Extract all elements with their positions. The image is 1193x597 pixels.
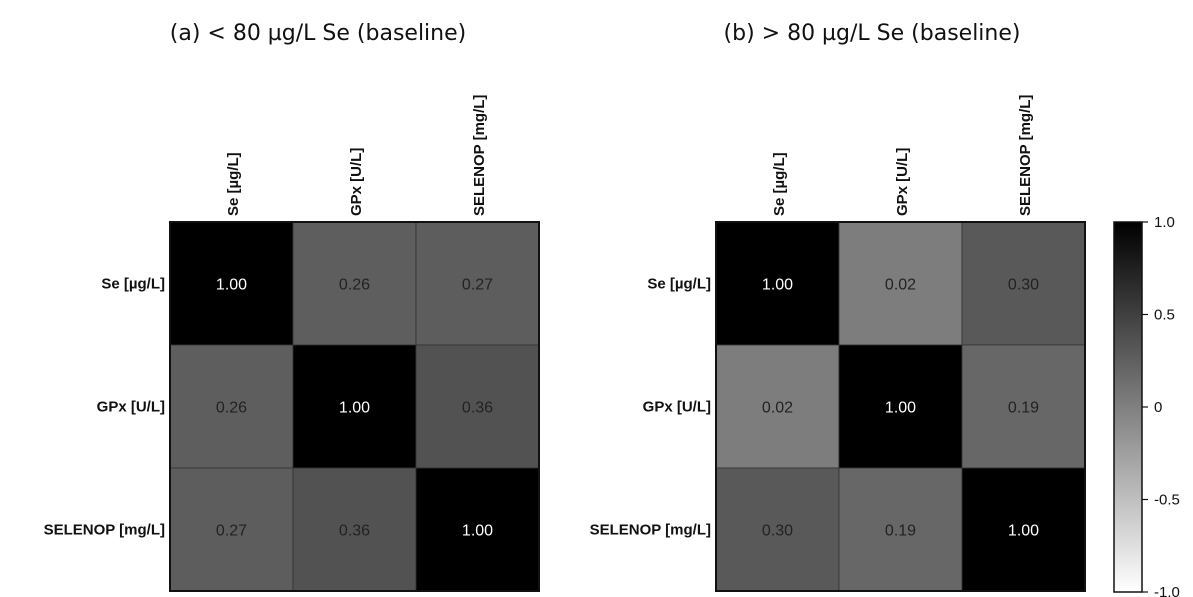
panel-b-title: (b) > 80 µg/L Se (baseline) — [724, 21, 1021, 46]
cell-value-label: 0.27 — [462, 277, 493, 294]
cell-value-label: 1.00 — [339, 400, 370, 417]
cell-value-label: 0.27 — [216, 523, 247, 540]
heatmap-cell — [415, 344, 540, 469]
cell-value-label: 0.19 — [885, 523, 916, 540]
colorbar: 1.0 0.5 0 -0.5 -1.0 — [1113, 214, 1180, 597]
heatmap-cell — [961, 221, 1086, 346]
heatmap-cell — [292, 344, 417, 469]
heatmap-cell — [838, 467, 963, 592]
heatmap-cell — [292, 467, 417, 592]
colorbar-tick-label: -1.0 — [1154, 584, 1180, 597]
heatmap-frame — [715, 221, 1086, 592]
column-label: GPx [U/L] — [894, 148, 911, 216]
row-label: SELENOP [mg/L] — [590, 522, 711, 539]
cell-value-label: 1.00 — [762, 277, 793, 294]
cell-value-label: 0.02 — [885, 277, 916, 294]
cell-value-label: 0.36 — [462, 400, 493, 417]
cell-value-label: 0.26 — [339, 277, 370, 294]
column-label: GPx [U/L] — [348, 148, 365, 216]
panel-b-heatmap: 1.00 0.02 0.30 0.02 1.00 0.19 0.30 0.19 1.00 Se [… — [590, 95, 1086, 592]
heatmap-cell — [715, 344, 840, 469]
heatmap-cell — [838, 221, 963, 346]
heatmap-cell — [169, 344, 294, 469]
row-label: GPx [U/L] — [643, 399, 711, 416]
cell-value-label: 0.02 — [762, 400, 793, 417]
column-label: Se [µg/L] — [771, 152, 788, 216]
row-label: Se [µg/L] — [647, 276, 711, 293]
cell-value-label: 1.00 — [885, 400, 916, 417]
colorbar-tick-label: 0 — [1154, 399, 1162, 416]
row-label: Se [µg/L] — [101, 276, 165, 293]
row-label: SELENOP [mg/L] — [44, 522, 165, 539]
cell-value-label: 0.30 — [762, 523, 793, 540]
column-label: SELENOP [mg/L] — [1017, 95, 1034, 216]
row-label: GPx [U/L] — [97, 399, 165, 416]
cell-value-label: 0.30 — [1008, 277, 1039, 294]
column-label: Se [µg/L] — [225, 152, 242, 216]
colorbar-tick-label: -0.5 — [1154, 492, 1180, 509]
heatmap-cell — [961, 344, 1086, 469]
colorbar-tick-label: 0.5 — [1154, 307, 1175, 324]
cell-value-label: 1.00 — [216, 277, 247, 294]
cell-value-label: 0.19 — [1008, 400, 1039, 417]
heatmap-frame — [169, 221, 540, 592]
colorbar-gradient — [1113, 221, 1143, 593]
cell-value-label: 0.26 — [216, 400, 247, 417]
column-label: SELENOP [mg/L] — [471, 95, 488, 216]
heatmap-cell — [715, 221, 840, 346]
heatmap-cell — [169, 221, 294, 346]
cell-value-label: 0.36 — [339, 523, 370, 540]
heatmap-cell — [961, 467, 1086, 592]
cell-value-label: 1.00 — [1008, 523, 1039, 540]
heatmap-cell — [715, 467, 840, 592]
heatmap-cell — [169, 467, 294, 592]
heatmap-cell — [838, 344, 963, 469]
heatmap-cell — [292, 221, 417, 346]
cell-value-label: 1.00 — [462, 523, 493, 540]
colorbar-tick-label: 1.0 — [1154, 214, 1175, 231]
panel-a-heatmap: 1.00 0.26 0.27 0.26 1.00 0.36 0.27 0.36 1.00 Se [… — [44, 95, 540, 592]
panel-a-title: (a) < 80 µg/L Se (baseline) — [170, 21, 466, 46]
